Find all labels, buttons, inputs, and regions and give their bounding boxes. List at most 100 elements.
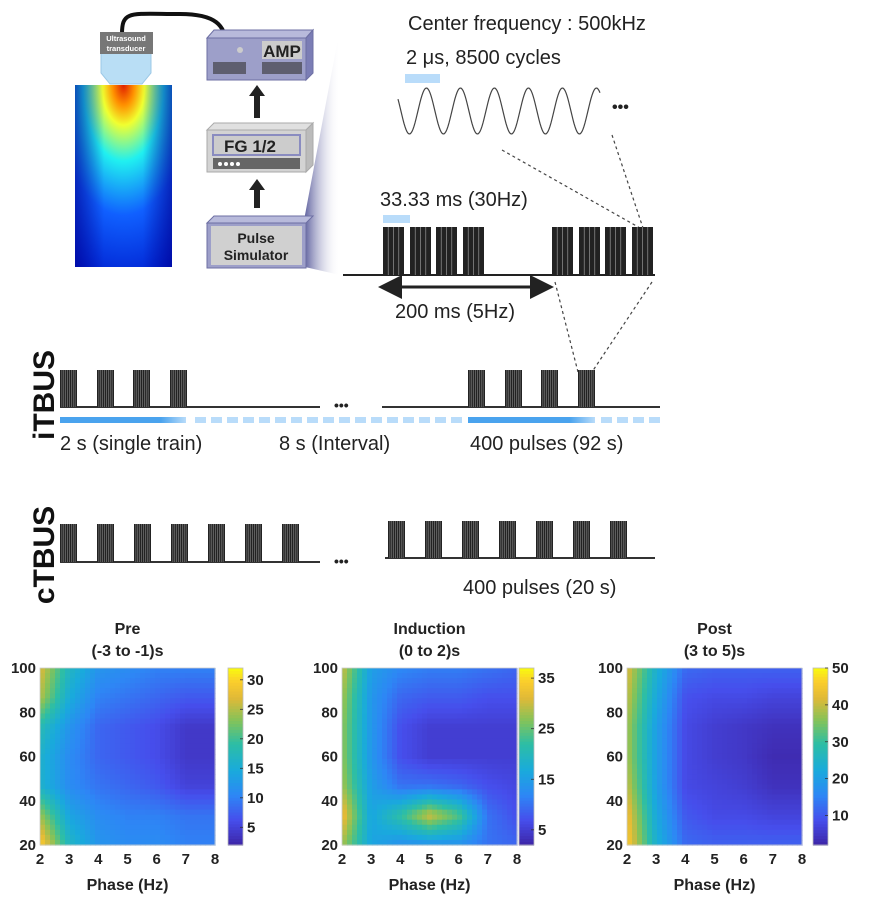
heatmap-cell [362,668,368,674]
heatmap-cell [110,789,116,796]
heatmap-cell [452,814,458,821]
heatmap-cell [205,769,211,775]
heatmap-cell [742,774,748,780]
heatmap-cell [432,759,438,765]
heatmap-cell [115,668,121,674]
colorbar-segment [519,800,534,805]
heatmap-cell [747,693,753,699]
heatmap-cell [170,723,176,730]
heatmap-cell [210,688,216,694]
heatmap-cell [155,784,161,790]
heatmap-cell [682,693,688,699]
heatmap-cell [487,723,493,730]
heatmap-cell [492,668,498,674]
heatmap-cell [80,784,86,790]
heatmap-cell [407,668,413,674]
heatmap-cell [392,678,398,684]
heatmap-cell [667,759,673,765]
heatmap-cell [687,774,693,780]
heatmap-cell [387,834,393,841]
heatmap-cell [372,779,378,785]
heatmap-cell [402,804,408,811]
heatmap-cell [652,703,658,710]
heatmap-cell [70,753,76,760]
heatmap-cell [797,698,803,704]
heatmap-cell [717,769,723,775]
heatmap-cell [100,743,106,750]
heatmap-cell [115,839,121,846]
heatmap-cell [477,688,483,694]
heatmap-cell [50,703,56,710]
heatmap-cell [200,784,206,790]
heatmap-cell [45,794,51,801]
heatmap-cell [722,804,728,811]
heatmap-cell [60,688,66,694]
heatmap-cell [130,703,136,710]
heatmap-cell [757,814,763,821]
heatmap-cell [422,723,428,730]
heatmap-cell [185,678,191,684]
heatmap-cell [687,789,693,796]
heatmap-cell [642,814,648,821]
heatmap-cell [722,733,728,740]
heatmap-cell [120,688,126,694]
heatmap-cell [205,809,211,816]
heatmap-cell [175,824,181,831]
heatmap-cell [160,733,166,740]
heatmap-cell [367,779,373,785]
heatmap-cell [452,698,458,704]
heatmap-cell [352,839,358,846]
heatmap-cell [632,799,638,806]
heatmap-cell [702,809,708,816]
heatmap-cell [145,683,151,689]
heatmap-cell [502,829,508,836]
colorbar-segment [519,688,534,693]
heatmap-cell [372,708,378,715]
heatmap-cell [130,819,136,826]
heatmap-cell [442,799,448,806]
heatmap-cell [367,839,373,846]
heatmap-cell [457,794,463,801]
heatmap-cell [727,769,733,775]
heatmap-cell [482,668,488,674]
heatmap-cell [422,794,428,801]
heatmap-cell [727,748,733,755]
heatmap-cell [677,673,683,679]
heatmap-cell [170,784,176,790]
colorbar-segment [228,794,243,799]
colorbar-segment [519,691,534,696]
heatmap-cell [762,804,768,811]
heatmap-cell [397,688,403,694]
heatmap-cell [712,814,718,821]
heatmap-cell [657,753,663,760]
heatmap-cell [175,779,181,785]
heatmap-cell [357,804,363,811]
heatmap-cell [712,728,718,735]
colorbar-segment [228,780,243,784]
heatmap-cell [90,809,96,816]
heatmap-cell [200,804,206,811]
heatmap-cell [747,738,753,745]
heatmap-cell [657,834,663,841]
ctbus-burst [208,524,225,562]
heatmap-cell [727,819,733,826]
heatmap-cell [180,718,186,725]
heatmap-cell [732,738,738,745]
heatmap-cell [502,723,508,730]
heatmap-cell [687,769,693,775]
heatmap-cell [175,799,181,806]
heatmap-cell [647,829,653,836]
heatmap-cell [392,814,398,821]
heatmap-cell [637,718,643,725]
heatmap-cell [717,713,723,720]
heatmap-cell [427,723,433,730]
heatmap-cell [417,774,423,780]
heatmap-cell [657,698,663,704]
heatmap-cell [677,794,683,801]
heatmap-cell [502,753,508,760]
heatmap-cell [145,688,151,694]
heatmap-cell [452,769,458,775]
colorbar-segment [228,724,243,728]
heatmap-cell [432,779,438,785]
heatmap-cell [45,738,51,745]
